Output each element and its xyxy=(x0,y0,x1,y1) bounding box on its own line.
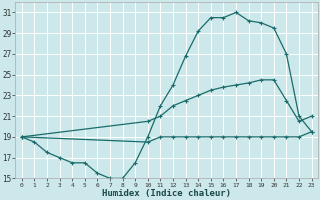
X-axis label: Humidex (Indice chaleur): Humidex (Indice chaleur) xyxy=(102,189,231,198)
